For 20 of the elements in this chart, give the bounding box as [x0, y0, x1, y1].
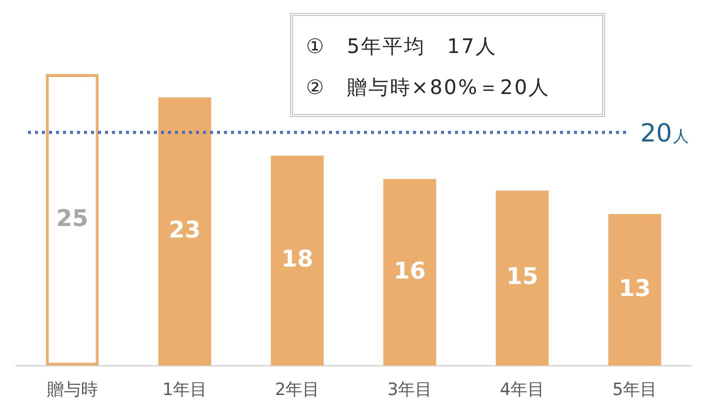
ref-line-label: 20人 — [640, 118, 689, 148]
x-tick-label: 1年目 — [162, 380, 208, 400]
note-box: ① 5年平均 17人 ② 贈与時×80%＝20人 — [290, 13, 605, 117]
data-label: 13 — [618, 276, 651, 302]
data-label: 23 — [168, 217, 201, 244]
bar — [158, 97, 212, 366]
data-label: 18 — [281, 246, 314, 273]
bar — [383, 178, 436, 366]
x-tick-label: 贈与時 — [46, 380, 98, 400]
x-tick-label: 5年目 — [612, 380, 658, 400]
bar — [496, 190, 549, 366]
x-tick-label: 2年目 — [274, 380, 320, 400]
data-label: 25 — [56, 206, 88, 232]
data-label: 15 — [506, 264, 538, 290]
data-label: 16 — [394, 258, 426, 284]
bar — [270, 156, 324, 366]
annotation: ② 贈与時×80%＝20人 — [306, 75, 550, 99]
x-tick-label: 4年目 — [500, 380, 545, 400]
bar — [608, 214, 662, 366]
x-tick-label: 3年目 — [387, 380, 432, 400]
